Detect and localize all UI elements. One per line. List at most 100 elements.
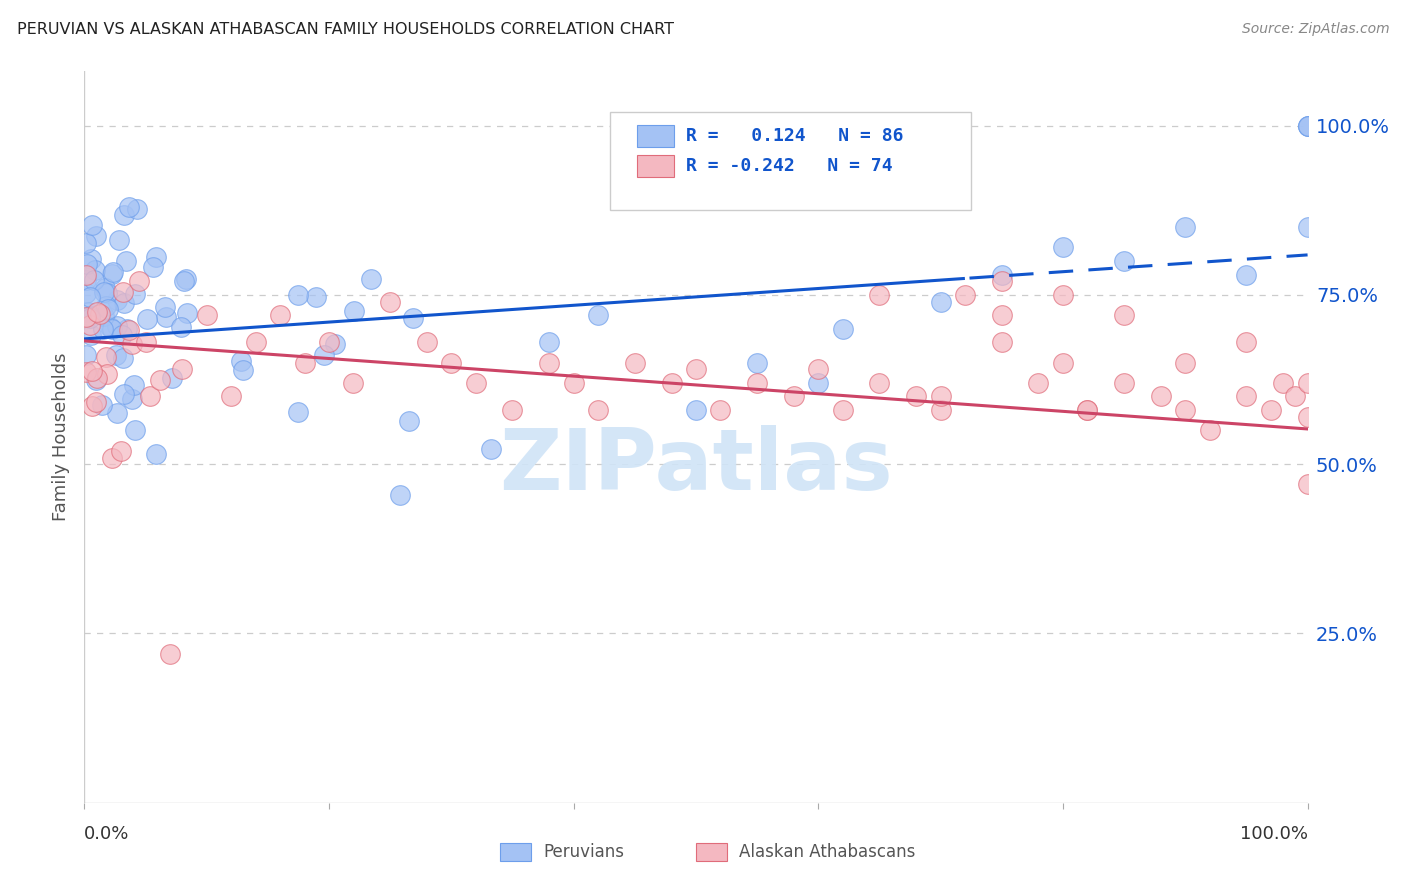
Point: [905, 389, 928, 403]
Point: [287, 287, 309, 301]
Point: [1052, 288, 1074, 302]
Point: [991, 335, 1014, 350]
Point: [991, 268, 1014, 282]
Point: [93, 310, 115, 324]
Point: [991, 308, 1014, 322]
Point: [94, 281, 117, 295]
Point: [416, 335, 439, 350]
Point: [110, 444, 132, 458]
Point: [685, 403, 707, 417]
Point: [75, 365, 97, 379]
Point: [128, 275, 150, 289]
Point: [136, 311, 159, 326]
Point: [145, 250, 167, 264]
Point: [80, 364, 103, 378]
FancyBboxPatch shape: [637, 125, 673, 146]
Point: [170, 320, 193, 334]
Point: [586, 308, 609, 322]
Point: [1296, 119, 1319, 133]
Point: [83, 273, 105, 287]
Point: [82, 399, 104, 413]
Point: [153, 301, 176, 315]
Point: [80, 218, 103, 232]
Point: [101, 265, 124, 279]
Point: [91, 398, 114, 412]
Point: [624, 355, 647, 369]
Point: [75, 235, 97, 250]
Point: [79, 310, 101, 325]
Point: [1236, 268, 1258, 282]
Point: [80, 328, 103, 343]
Point: [747, 355, 769, 369]
Point: [1296, 477, 1319, 491]
Point: [75, 310, 97, 324]
Point: [79, 318, 101, 332]
Point: [96, 301, 118, 316]
Point: [685, 362, 707, 376]
FancyBboxPatch shape: [610, 112, 972, 211]
Point: [75, 285, 97, 300]
Point: [115, 321, 138, 335]
Point: [173, 274, 195, 288]
Point: [709, 403, 731, 417]
Point: [538, 355, 561, 369]
Point: [586, 403, 609, 417]
Point: [145, 447, 167, 461]
Point: [124, 423, 146, 437]
Point: [105, 406, 128, 420]
Point: [176, 306, 198, 320]
Point: [360, 272, 382, 286]
Point: [125, 202, 148, 216]
Point: [89, 307, 111, 321]
Point: [661, 376, 683, 390]
Point: [86, 305, 108, 319]
Point: [1260, 403, 1282, 417]
Point: [380, 294, 402, 309]
Point: [323, 336, 346, 351]
Point: [294, 355, 316, 369]
Point: [1174, 403, 1197, 417]
Point: [440, 355, 463, 369]
Point: [112, 386, 135, 401]
Text: R =   0.124   N = 86: R = 0.124 N = 86: [686, 127, 904, 145]
Point: [1114, 308, 1136, 322]
Point: [869, 376, 891, 390]
Point: [86, 228, 108, 243]
Text: Peruvians: Peruvians: [543, 843, 624, 861]
Point: [1076, 403, 1098, 417]
Point: [831, 403, 853, 417]
Point: [991, 274, 1014, 288]
FancyBboxPatch shape: [501, 843, 531, 862]
Point: [929, 403, 952, 417]
Point: [398, 414, 420, 428]
Point: [121, 337, 143, 351]
Point: [139, 389, 162, 403]
Point: [869, 288, 891, 302]
Point: [86, 371, 108, 385]
Point: [98, 319, 121, 334]
Point: [160, 371, 183, 385]
Y-axis label: Family Households: Family Households: [52, 353, 70, 521]
Point: [91, 322, 114, 336]
Point: [112, 296, 135, 310]
Text: Source: ZipAtlas.com: Source: ZipAtlas.com: [1241, 22, 1389, 37]
Point: [101, 267, 124, 281]
Point: [135, 335, 157, 350]
Point: [195, 308, 218, 322]
Text: R = -0.242   N = 74: R = -0.242 N = 74: [686, 158, 893, 176]
Point: [1114, 376, 1136, 390]
Point: [389, 488, 412, 502]
Point: [1272, 376, 1295, 390]
Point: [122, 378, 145, 392]
Point: [229, 353, 252, 368]
Point: [121, 392, 143, 407]
Point: [1052, 240, 1074, 254]
Point: [269, 308, 291, 322]
Point: [1052, 355, 1074, 369]
Point: [84, 395, 107, 409]
Point: [155, 310, 177, 324]
Point: [807, 376, 830, 390]
Point: [105, 293, 128, 307]
Point: [831, 322, 853, 336]
Point: [538, 335, 561, 350]
